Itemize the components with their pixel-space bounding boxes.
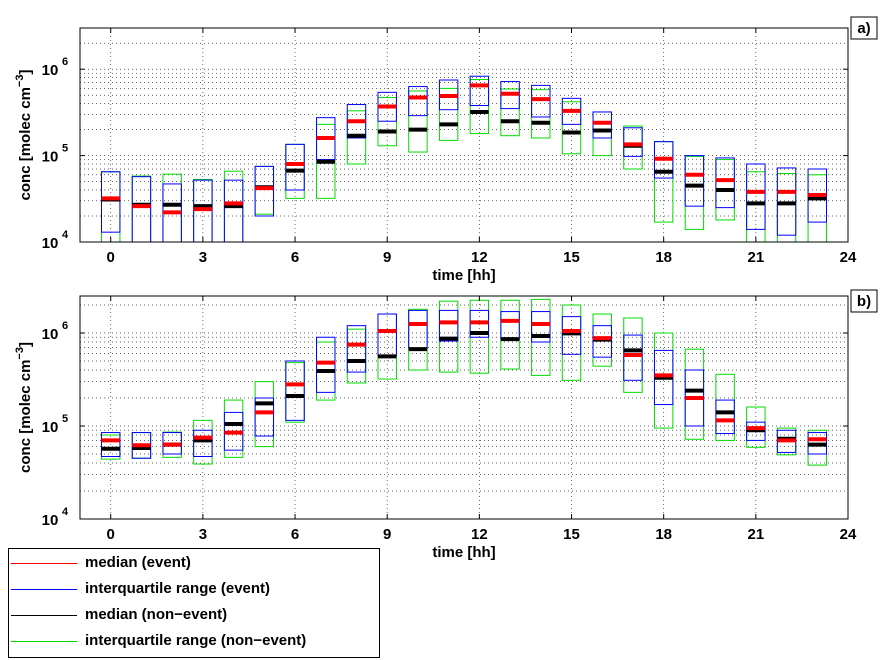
y-tick-label: 10 — [42, 512, 59, 529]
y-axis-label-close: ] — [17, 342, 34, 347]
box-event-iqr — [592, 111, 612, 139]
axes-frame — [79, 27, 849, 243]
box-nonevent-iqr — [408, 90, 428, 153]
x-tick-label: 18 — [655, 249, 672, 266]
x-axis-label: time [hh] — [432, 267, 495, 284]
y-axis-label: conc [molec cm−3] — [14, 342, 34, 473]
x-tick-label: 21 — [747, 526, 764, 543]
y-tick-label-exponent: 4 — [62, 506, 69, 518]
box-event-iqr — [469, 75, 490, 107]
x-tick-label: 12 — [471, 526, 488, 543]
box-event-iqr — [316, 336, 336, 393]
box-nonevent-iqr — [500, 88, 520, 137]
panel-label: a) — [857, 20, 870, 37]
panel-label: b) — [857, 293, 871, 310]
box-event-iqr — [346, 325, 367, 373]
x-tick-label: 6 — [291, 526, 299, 543]
plot-area — [80, 296, 848, 519]
box-nonevent-iqr — [438, 87, 459, 141]
y-tick-label: 10 — [42, 419, 59, 436]
legend-item-event-iqr: interquartile range (event) — [9, 578, 379, 602]
legend-label-event-median: median (event) — [85, 554, 191, 571]
y-tick-label-exponent: 5 — [62, 413, 68, 425]
x-tick-label: 24 — [840, 526, 857, 543]
x-tick-label: 15 — [563, 249, 580, 266]
box-event-iqr — [254, 397, 275, 437]
legend-item-nonevent-iqr: interquartile range (non−event) — [9, 630, 379, 654]
legend: median (event) interquartile range (even… — [8, 548, 380, 658]
box-event-iqr — [254, 165, 275, 217]
y-axis-label: conc [molec cm−3] — [14, 70, 34, 201]
box-event-iqr — [715, 399, 735, 435]
box-event-iqr — [438, 309, 459, 342]
x-tick-label: 9 — [383, 249, 391, 266]
y-axis-label-sup: −3 — [14, 347, 26, 360]
x-tick-label: 0 — [107, 526, 115, 543]
x-tick-label: 0 — [107, 249, 115, 266]
x-tick-label: 6 — [291, 249, 299, 266]
box-event-iqr — [101, 171, 121, 233]
y-axis-label-main: conc [molec cm — [17, 87, 34, 200]
box-event-iqr — [531, 84, 551, 118]
box-nonevent-iqr — [469, 79, 490, 135]
box-event-iqr — [101, 432, 121, 457]
x-tick-label: 12 — [471, 249, 488, 266]
box-event-iqr — [285, 360, 305, 421]
box-event-iqr — [285, 143, 305, 191]
x-tick-label: 24 — [840, 249, 857, 266]
x-tick-label: 18 — [655, 526, 672, 543]
box-event-iqr — [623, 127, 643, 157]
box-event-iqr — [531, 311, 551, 343]
box-nonevent-iqr — [561, 101, 582, 155]
x-tick-label: 21 — [747, 249, 764, 266]
x-tick-label: 9 — [383, 526, 391, 543]
legend-label-event-iqr: interquartile range (event) — [85, 580, 271, 597]
x-axis-label: time [hh] — [432, 544, 495, 561]
y-axis-label-close: ] — [17, 70, 34, 75]
legend-item-event-median: median (event) — [9, 552, 379, 576]
box-event-iqr — [623, 334, 643, 381]
y-tick-label: 10 — [42, 326, 59, 343]
legend-label-nonevent-median: median (non−event) — [85, 606, 228, 623]
box-event-iqr — [746, 163, 766, 230]
y-tick-label: 10 — [42, 62, 59, 79]
boxes — [101, 75, 827, 243]
legend-swatch-nonevent-median — [11, 615, 77, 616]
legend-item-nonevent-median: median (non−event) — [9, 604, 379, 628]
box-event-iqr — [408, 86, 428, 117]
box-event-iqr — [193, 429, 213, 457]
axes-frame — [79, 295, 849, 520]
y-tick-label-exponent: 6 — [62, 56, 68, 68]
box-event-iqr — [561, 316, 582, 355]
y-tick-label: 10 — [42, 235, 59, 252]
y-tick-label-exponent: 6 — [62, 320, 68, 332]
box-event-iqr — [684, 155, 705, 207]
y-tick-label: 10 — [42, 149, 59, 166]
x-tick-label: 3 — [199, 526, 207, 543]
legend-swatch-nonevent-iqr — [11, 641, 77, 642]
panel-label-box — [850, 16, 878, 40]
y-tick-label-exponent: 5 — [62, 143, 68, 155]
y-axis-label-main: conc [molec cm — [17, 360, 34, 473]
panel-label-box — [850, 289, 878, 313]
box-event-iqr — [715, 157, 735, 209]
y-axis-label-sup: −3 — [14, 75, 26, 88]
x-tick-label: 15 — [563, 526, 580, 543]
grid — [80, 27, 849, 243]
y-tick-label-exponent: 4 — [62, 229, 69, 241]
x-tick-label: 3 — [199, 249, 207, 266]
legend-swatch-event-median — [11, 563, 77, 564]
legend-swatch-event-iqr — [11, 589, 77, 590]
boxes — [101, 298, 827, 466]
legend-label-nonevent-iqr: interquartile range (non−event) — [85, 632, 307, 649]
